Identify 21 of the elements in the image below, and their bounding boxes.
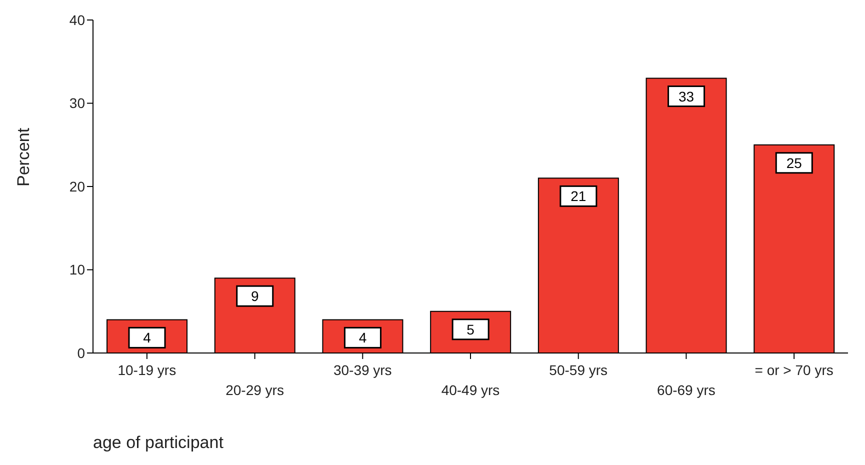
data-label: 4 — [143, 330, 152, 346]
x-tick-label: 40-49 yrs — [441, 382, 500, 398]
y-tick-label: 30 — [69, 95, 86, 112]
data-label: 21 — [570, 188, 586, 204]
x-tick-label: 20-29 yrs — [226, 382, 284, 398]
x-axis-title: age of participant — [93, 433, 224, 452]
data-label: 9 — [250, 288, 259, 304]
y-tick-label: 10 — [69, 262, 86, 278]
x-tick-label: 10-19 yrs — [118, 362, 176, 378]
y-tick-label: 20 — [69, 178, 86, 194]
x-tick-label: 50-59 yrs — [549, 362, 608, 378]
y-axis-title: Percent — [14, 128, 34, 186]
data-label: 25 — [786, 154, 802, 171]
data-label: 33 — [678, 88, 694, 104]
data-label: 5 — [466, 321, 475, 338]
x-tick-label: = or > 70 yrs — [754, 362, 834, 378]
y-tick-label: 40 — [69, 12, 86, 28]
x-tick-label: 30-39 yrs — [333, 362, 392, 378]
data-label: 4 — [358, 330, 367, 346]
y-tick-label: 0 — [77, 344, 86, 361]
x-tick-label: 60-69 yrs — [657, 382, 716, 398]
